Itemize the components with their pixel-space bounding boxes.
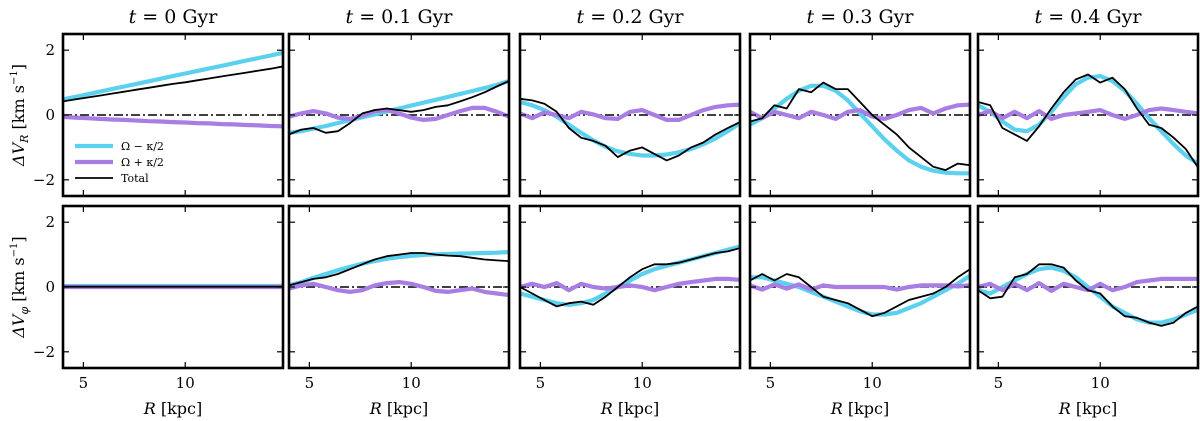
total-line [750, 268, 970, 318]
legend-item: Total [75, 172, 149, 185]
total-line [978, 263, 1198, 327]
legend-label: Ω − κ/2 [121, 140, 164, 153]
x-axis-label: R [kpc] [830, 399, 890, 418]
plot-area [750, 268, 970, 318]
omega-minus-kappa-line [978, 73, 1198, 166]
plot-area [978, 263, 1198, 327]
panel-r0-c3 [748, 32, 972, 198]
column-title: t = 0.1 Gyr [346, 6, 454, 28]
plot-area [63, 283, 283, 290]
omega-plus-kappa-line [520, 102, 740, 123]
panel-frame [61, 32, 285, 198]
panel-r1-c4: 5 10 [976, 204, 1200, 392]
total-line [289, 252, 509, 287]
y-axis-label: ΔVR [km s−1] [9, 64, 31, 167]
omega-plus-kappa-line [63, 114, 283, 129]
omega-minus-kappa-line [750, 273, 970, 317]
panel-r0-c0: −2 0 2 [33, 32, 285, 198]
omega-minus-kappa-line [289, 249, 509, 288]
x-axis-label: R [kpc] [369, 399, 429, 418]
x-axis-label: R [kpc] [143, 399, 203, 418]
legend-item: Ω + κ/2 [75, 156, 164, 169]
legend-item: Ω − κ/2 [75, 140, 164, 153]
x-tick-label: 5 [79, 374, 89, 392]
y-axis-label: ΔVφ [km s−1] [9, 236, 31, 338]
y-tick-label: 0 [45, 106, 55, 124]
panel-frame [976, 32, 1200, 198]
legend: Ω − κ/2 Ω + κ/2 Total [75, 140, 164, 185]
panel-frame [518, 204, 742, 370]
y-tick-label: −2 [33, 343, 55, 361]
panel-frame [748, 204, 972, 370]
legend-label: Total [121, 172, 149, 185]
omega-minus-kappa-line [978, 265, 1198, 325]
omega-plus-kappa-line [750, 282, 970, 292]
plot-area [520, 97, 740, 162]
panel-frame [287, 204, 511, 370]
x-axis-labels: R [kpc] R [kpc] R [kpc] R [kpc] R [kpc] [143, 399, 1118, 418]
panel-frame [976, 204, 1200, 370]
column-title: t = 0.4 Gyr [1035, 6, 1143, 28]
panel-r0-c4 [976, 32, 1200, 198]
omega-plus-kappa-line [978, 106, 1198, 122]
panels-layer: −2 0 2 −2 0 2 5 10 5 10 5 10 5 10 5 10 [33, 32, 1200, 392]
plot-area [978, 73, 1198, 169]
plot-area [289, 78, 509, 136]
y-tick-label: −2 [33, 171, 55, 189]
panel-frame [748, 32, 972, 198]
column-title: t = 0 Gyr [129, 6, 219, 28]
total-line [520, 247, 740, 308]
plot-area [750, 81, 970, 176]
plot-area [63, 50, 283, 129]
y-axis-labels: ΔVR [km s−1] ΔVφ [km s−1] [9, 64, 31, 339]
omega-minus-kappa-line [289, 78, 509, 135]
x-tick-label: 5 [766, 374, 776, 392]
total-line [63, 65, 283, 103]
y-tick-label: 2 [45, 213, 55, 231]
y-tick-label: 2 [45, 41, 55, 59]
panel-r1-c0: −2 0 2 5 10 [33, 204, 285, 392]
legend-label: Ω + κ/2 [121, 156, 164, 169]
panel-frame [61, 204, 285, 370]
omega-plus-kappa-line [750, 102, 970, 122]
omega-plus-kappa-line [289, 105, 509, 123]
omega-minus-kappa-line [63, 50, 283, 102]
column-title: t = 0.2 Gyr [577, 6, 685, 28]
panel-r1-c1: 5 10 [287, 204, 511, 392]
x-axis-label: R [kpc] [1058, 399, 1118, 418]
omega-plus-kappa-line [289, 280, 509, 298]
x-tick-label: 10 [863, 374, 882, 392]
total-line [289, 80, 509, 136]
panel-frame [518, 32, 742, 198]
total-line [978, 73, 1198, 169]
x-tick-label: 10 [1091, 374, 1110, 392]
panel-frame [287, 32, 511, 198]
panel-r1-c3: 5 10 [748, 204, 972, 392]
x-tick-label: 5 [994, 374, 1004, 392]
plot-area [520, 244, 740, 308]
total-line [750, 81, 970, 172]
plot-area [289, 249, 509, 298]
panel-r0-c2 [518, 32, 742, 198]
omega-plus-kappa-line [520, 276, 740, 293]
column-titles: t = 0 Gyr t = 0.1 Gyr t = 0.2 Gyr t = 0.3 G… [129, 6, 1143, 28]
column-title: t = 0.3 Gyr [807, 6, 915, 28]
total-line [520, 97, 740, 162]
panel-r1-c2: 5 10 [518, 204, 742, 392]
x-tick-label: 5 [536, 374, 546, 392]
x-tick-label: 5 [305, 374, 315, 392]
x-tick-label: 10 [402, 374, 421, 392]
panel-r0-c1 [287, 32, 511, 198]
omega-minus-kappa-line [750, 83, 970, 176]
x-axis-label: R [kpc] [600, 399, 660, 418]
x-tick-label: 10 [633, 374, 652, 392]
x-tick-label: 10 [176, 374, 195, 392]
y-tick-label: 0 [45, 278, 55, 296]
